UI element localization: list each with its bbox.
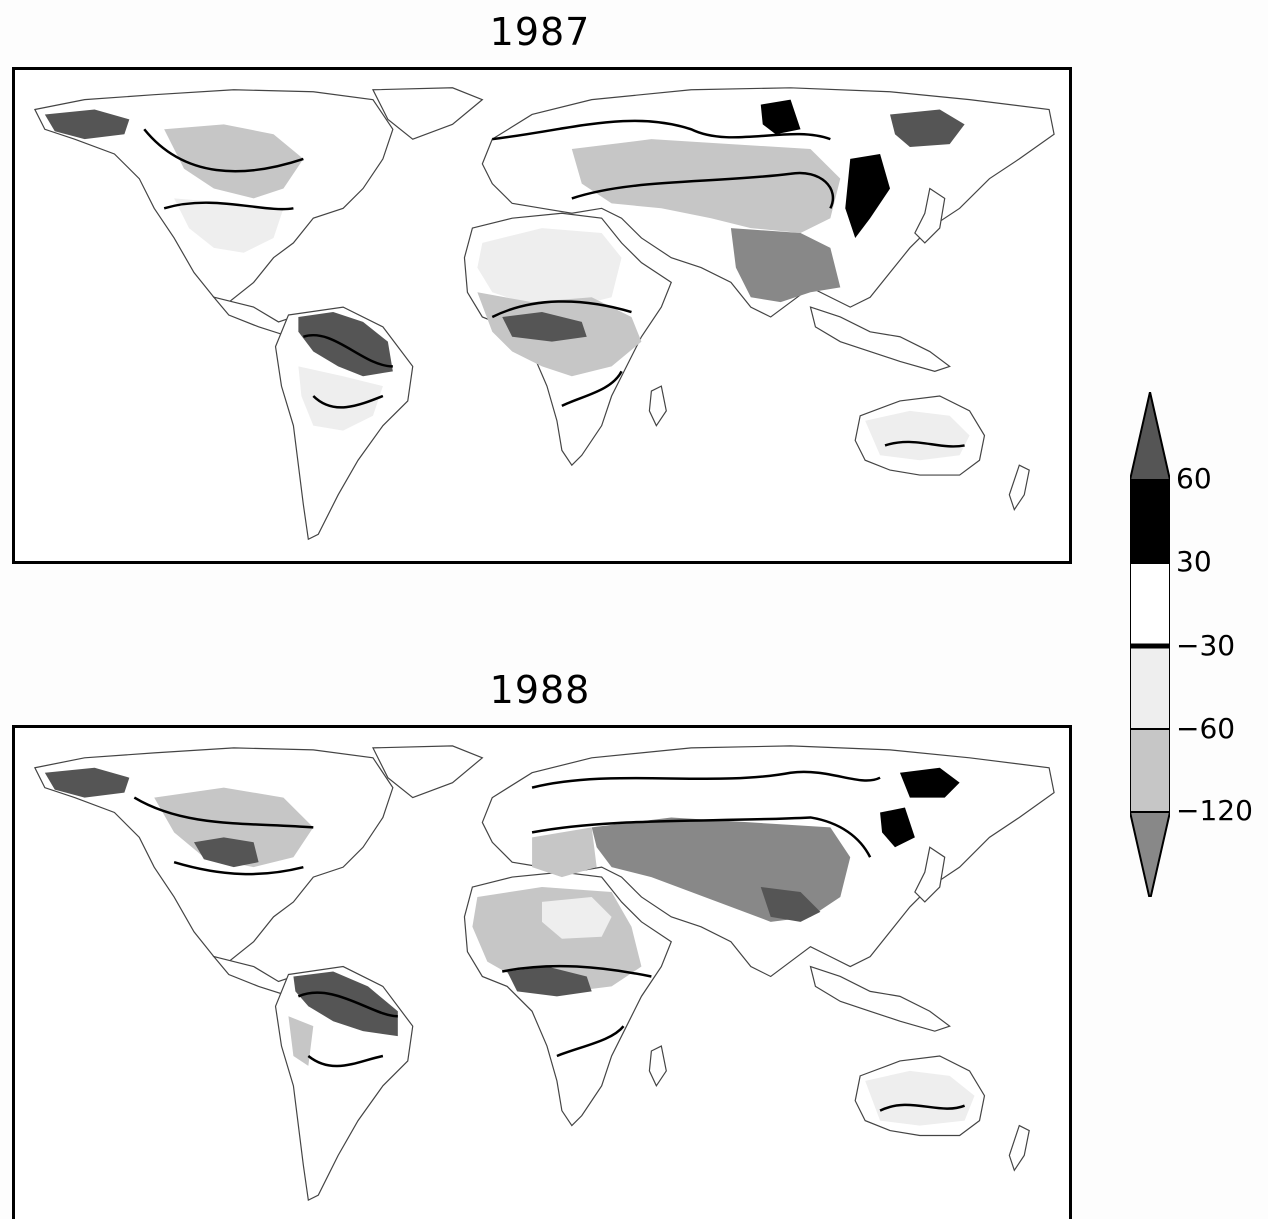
colorbar-label-60: 60	[1176, 462, 1212, 495]
landmass-new-zealand	[1008, 1124, 1030, 1172]
region-darker-central-africa	[502, 312, 587, 342]
colorbar-label-minus-30: −30	[1176, 629, 1236, 662]
landmass-japan	[914, 846, 946, 903]
region-light-africa	[477, 228, 622, 308]
region-light-usa	[174, 198, 284, 253]
contour-line	[556, 1025, 625, 1058]
landmass-north-america	[34, 89, 394, 303]
landmass-japan	[914, 187, 946, 244]
region-black-far-east	[845, 153, 891, 238]
colorbar-band	[1130, 728, 1170, 813]
world-map-1988	[34, 745, 1055, 1202]
colorbar-label-minus-60: −60	[1176, 712, 1236, 745]
colorbar-band	[1130, 479, 1170, 564]
contour-line	[312, 394, 384, 409]
region-darker-south-asia	[760, 887, 821, 922]
landmass-new-zealand	[1008, 464, 1030, 511]
panel-title-1988: 1988	[489, 668, 591, 712]
region-darker-central-africa	[507, 966, 592, 997]
contour-line	[173, 860, 304, 876]
contour-line	[879, 1103, 966, 1112]
contour-line	[531, 816, 872, 858]
region-mid-central-asia	[571, 139, 841, 234]
map-panel-1987	[12, 67, 1072, 564]
landmass-greenland	[372, 87, 484, 140]
contour-line	[163, 201, 294, 211]
colorbar	[1130, 392, 1170, 897]
colorbar-arrow-bottom	[1130, 811, 1170, 897]
contour-line	[302, 333, 393, 368]
colorbar-band	[1130, 645, 1170, 730]
region-light-australia	[865, 410, 970, 461]
landmass-southeast-asia-islands	[809, 965, 951, 1032]
region-mid-north-america	[164, 124, 304, 199]
region-light-sahara	[542, 896, 612, 939]
region-darker-amazon	[293, 971, 398, 1037]
colorbar-arrow-top	[1130, 392, 1170, 481]
region-darker-alaska	[44, 767, 130, 798]
region-black-siberia	[899, 767, 960, 798]
contour-line	[491, 300, 632, 319]
region-mid-north-america	[154, 787, 314, 868]
landmass-greenland	[372, 745, 484, 799]
zero-contours-1988	[133, 770, 966, 1112]
panel-title-1987: 1987	[489, 10, 591, 54]
anomaly-shading-1987	[44, 99, 970, 461]
colorbar-label-30: 30	[1176, 545, 1212, 578]
region-darker-great-lakes	[193, 837, 259, 868]
region-light-australia	[865, 1070, 975, 1126]
contour-line	[133, 796, 314, 829]
region-darker-alaska	[44, 109, 130, 140]
world-map-1987	[34, 87, 1055, 541]
region-darker-siberia-2	[890, 109, 965, 148]
region-black-far-east	[880, 807, 915, 848]
colorbar-band	[1130, 562, 1170, 647]
region-black-siberia-1	[760, 99, 801, 135]
map-panel-1988	[12, 725, 1072, 1219]
contour-line	[492, 119, 831, 141]
contour-line	[571, 171, 835, 209]
contour-line	[884, 440, 965, 448]
landmass-southeast-asia-islands	[809, 306, 951, 372]
anomaly-shading-1988	[44, 767, 975, 1126]
region-light-south-america	[298, 366, 383, 431]
region-mid-eurasia	[532, 827, 597, 878]
contour-line	[561, 370, 623, 408]
contour-line	[307, 1054, 384, 1068]
region-dark-south-asia	[730, 228, 841, 303]
zero-contours-1987	[143, 119, 965, 448]
contour-line	[297, 991, 398, 1018]
contour-line	[501, 964, 652, 978]
colorbar-label-minus-120: −120	[1176, 794, 1253, 827]
landmass-madagascar	[648, 1045, 667, 1088]
landmass-madagascar	[648, 385, 667, 427]
contour-line	[143, 128, 304, 173]
contour-line	[531, 770, 881, 789]
region-mid-south-america	[288, 1016, 314, 1066]
